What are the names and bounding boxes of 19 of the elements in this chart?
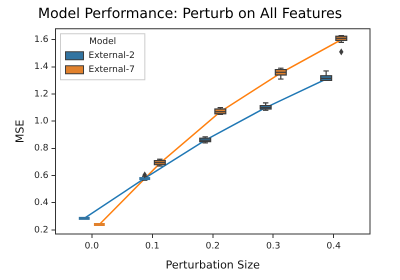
x-tick-label: 0.4 [326,242,342,252]
y-tick-label: 0.6 [34,170,49,181]
x-tick-label: 0.2 [206,242,220,252]
x-tick-label: 0.0 [84,242,100,252]
y-tick-label: 0.2 [34,225,49,236]
legend-label: External-7 [88,65,135,76]
legend-label: External-2 [88,51,135,62]
x-axis-title: Perturbation Size [166,258,260,272]
y-axis-title: MSE [13,120,26,144]
y-tick-label: 1.2 [34,89,49,100]
chart-title: Model Performance: Perturb on All Features [38,6,342,22]
x-tick-label: 0.1 [145,242,160,252]
y-tick-label: 0.8 [34,144,49,154]
x-tick-label: 0.3 [266,242,280,252]
y-tick-label: 1.0 [34,116,49,127]
y-tick-label: 1.6 [34,35,49,46]
y-tick-label: 1.4 [34,62,49,72]
legend-title: Model [89,37,116,48]
y-tick-label: 0.4 [34,198,49,208]
